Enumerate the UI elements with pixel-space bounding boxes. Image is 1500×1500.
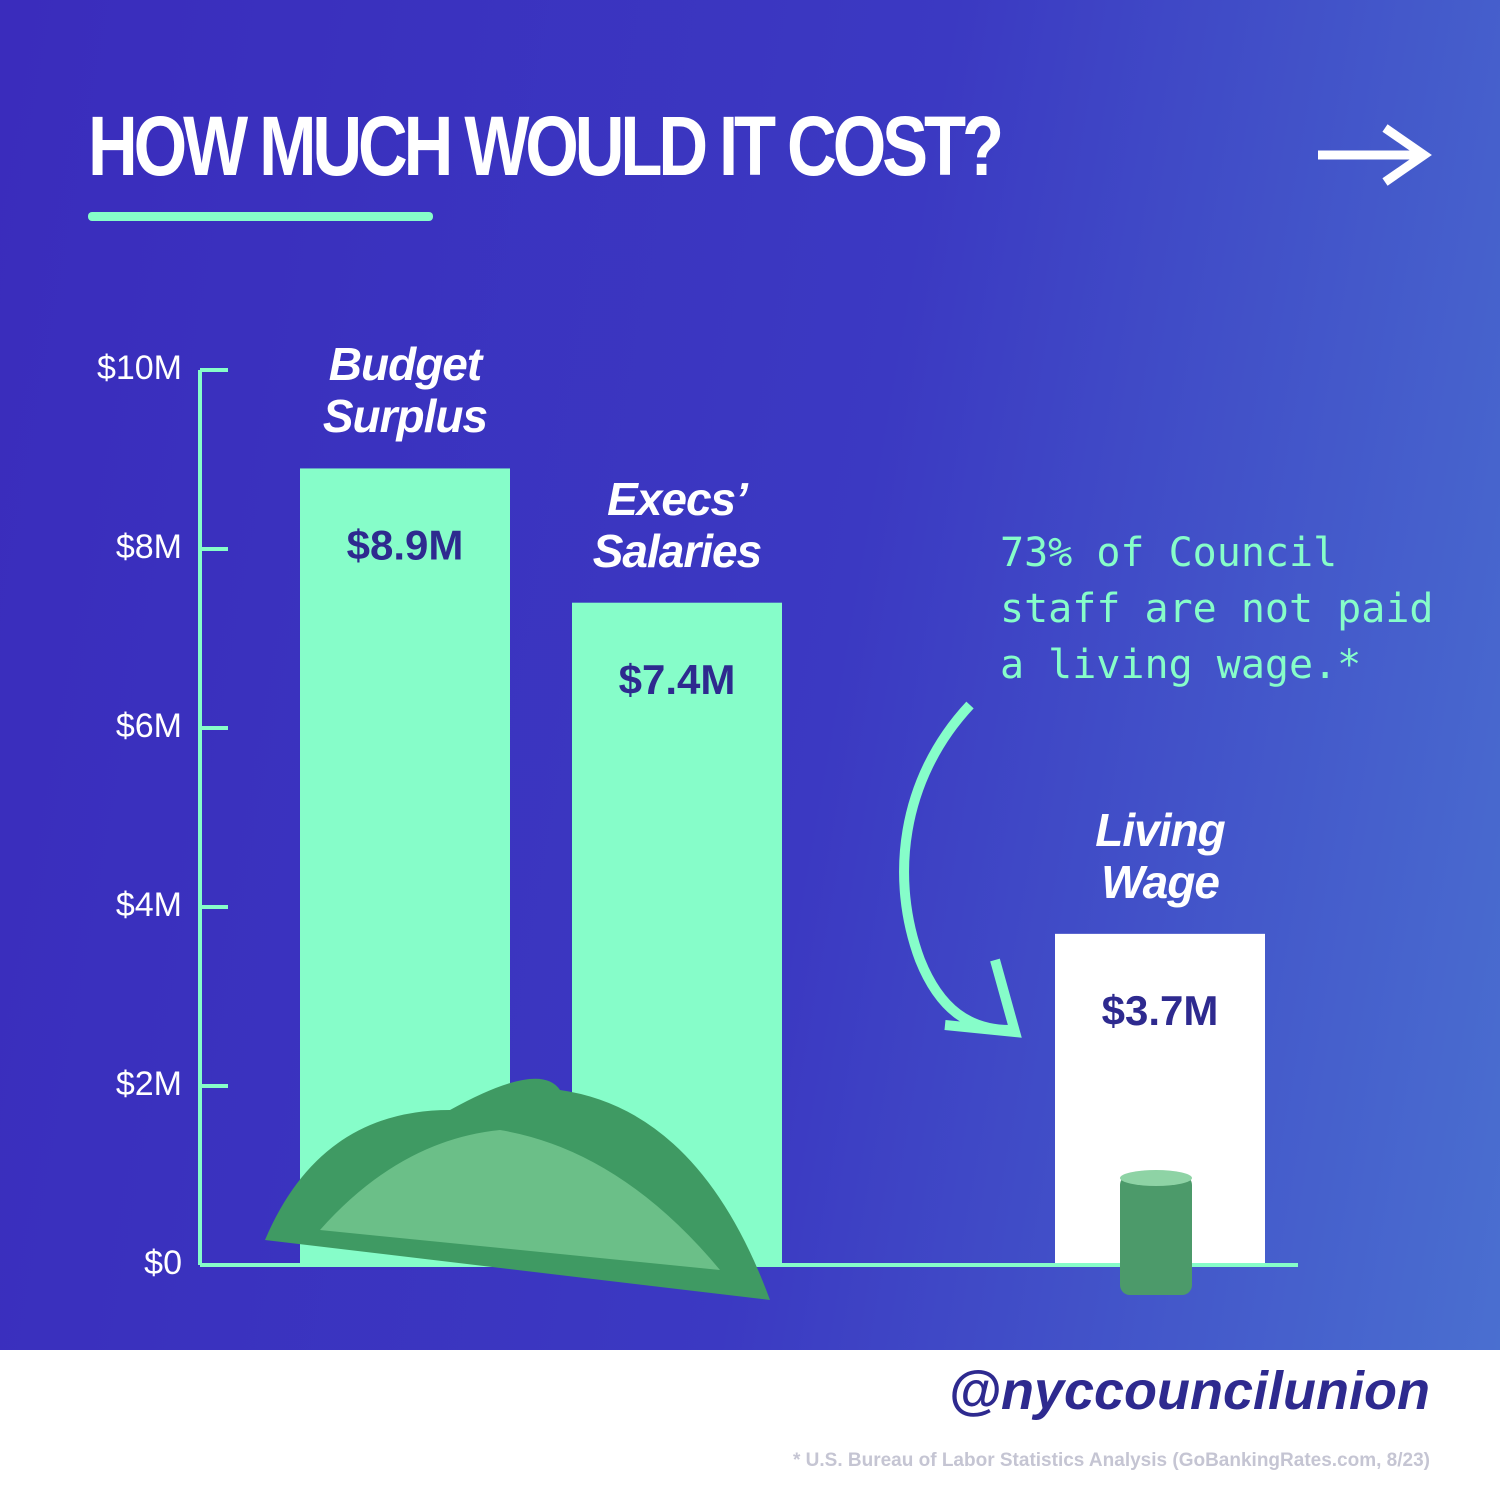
footnote: * U.S. Bureau of Labor Statistics Analys… xyxy=(792,1450,1430,1471)
value-label: $8.9M xyxy=(347,522,464,569)
title: HOW MUCH WOULD IT COST? xyxy=(88,99,1004,193)
y-tick-label: $0 xyxy=(144,1244,182,1282)
next-arrow[interactable] xyxy=(1318,124,1432,186)
note-arrow xyxy=(899,701,1011,1035)
y-tick-label: $4M xyxy=(116,886,182,924)
value-label: $7.4M xyxy=(619,656,736,703)
y-tick-label: $8M xyxy=(116,528,182,566)
note-arrowhead xyxy=(944,958,1022,1038)
title-underline xyxy=(88,212,433,221)
handle: @nyccouncilunion xyxy=(948,1361,1430,1421)
category-label: Budget Surplus xyxy=(322,338,488,443)
y-tick-label: $6M xyxy=(116,707,182,745)
y-tick-label: $2M xyxy=(116,1065,182,1103)
annotation: 73% of Council staff are not paid a livi… xyxy=(1000,530,1434,688)
value-label: $3.7M xyxy=(1102,987,1219,1034)
y-tick-label: $10M xyxy=(97,349,182,387)
coin-stack xyxy=(1120,1170,1192,1295)
category-label: Execs’ Salaries xyxy=(592,472,762,577)
money-pile xyxy=(265,1078,770,1300)
category-label: Living Wage xyxy=(1095,803,1225,908)
